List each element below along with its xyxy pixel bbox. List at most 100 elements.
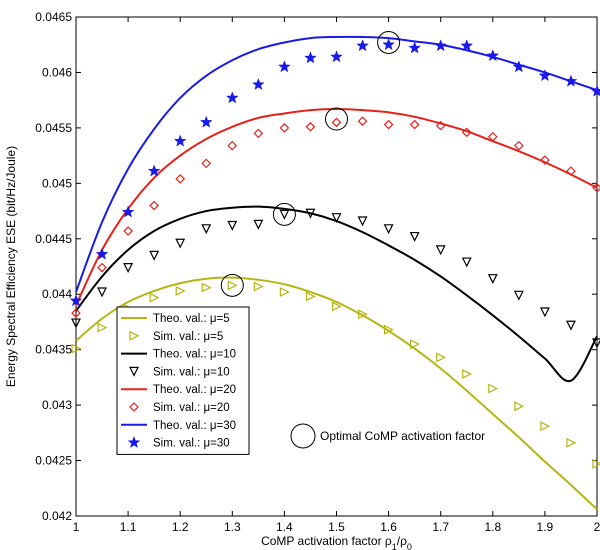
legend-label: Theo. val.: μ=10	[153, 349, 236, 361]
x-tick-label: 1.2	[172, 520, 189, 534]
series-sim-7	[69, 37, 600, 307]
x-tick-label: 1.9	[537, 520, 554, 534]
data-point	[487, 274, 498, 285]
series-sim-5	[71, 116, 600, 318]
data-point	[305, 121, 316, 132]
data-point	[175, 285, 186, 296]
data-point	[357, 216, 368, 227]
data-point	[147, 164, 161, 177]
data-point	[129, 402, 139, 412]
data-point	[278, 60, 291, 73]
data-point	[121, 205, 135, 218]
data-point	[95, 247, 109, 260]
data-point	[305, 291, 316, 302]
data-point	[434, 39, 448, 52]
annotation-text: Optimal CoMP activation factor	[320, 429, 485, 443]
legend-label: Sim. val.: μ=30	[153, 438, 230, 450]
data-point	[566, 166, 576, 176]
data-point	[435, 120, 446, 131]
x-axis-label-sub0: 0	[407, 542, 412, 550]
series-theory-0	[75, 276, 598, 511]
data-point	[127, 435, 141, 449]
x-tick-label: 1.3	[224, 520, 241, 534]
x-tick-label: 1.7	[432, 520, 449, 534]
data-point	[409, 119, 420, 130]
data-point	[564, 74, 578, 87]
y-tick-label: 0.045	[42, 176, 72, 190]
data-point	[97, 287, 108, 298]
data-point	[225, 91, 239, 104]
data-point	[199, 115, 213, 128]
legend-label: Theo. val.: μ=20	[153, 384, 236, 396]
x-tick-label: 2	[594, 520, 600, 534]
data-point	[97, 262, 107, 273]
legend-item: Theo. val.: μ=20	[121, 384, 236, 396]
data-point	[123, 226, 133, 236]
legend-item: Sim. val.: μ=5	[129, 330, 223, 343]
series-sim-3	[71, 208, 600, 349]
data-point	[461, 257, 472, 268]
y-tick-label: 0.0425	[35, 454, 72, 468]
data-point	[513, 290, 524, 301]
data-point	[279, 209, 290, 220]
data-point	[357, 116, 368, 127]
data-point	[331, 301, 342, 312]
data-point	[227, 280, 238, 291]
y-tick-label: 0.0465	[35, 10, 72, 24]
data-point	[383, 119, 394, 130]
y-tick-label: 0.0435	[35, 343, 72, 357]
data-point	[71, 343, 82, 354]
x-axis-label: CoMP activation factor ρ1/ρ0	[261, 534, 412, 550]
legend: Theo. val.: μ=5 Sim. val.: μ=5 Theo. val.:…	[116, 306, 250, 455]
data-point	[149, 250, 160, 261]
data-point	[331, 117, 342, 128]
data-point	[514, 401, 525, 412]
x-tick-label: 1.4	[276, 520, 293, 534]
data-point	[279, 123, 290, 133]
x-tick-label: 1.1	[120, 520, 137, 534]
x-axis-label-mid: /ρ	[397, 534, 407, 548]
x-tick-label: 1.5	[328, 520, 345, 534]
data-point	[512, 60, 526, 73]
y-tick-label: 0.044	[42, 287, 72, 301]
x-tick-label: 1	[73, 520, 80, 534]
series-line	[75, 108, 598, 306]
data-point	[384, 324, 394, 335]
data-point	[69, 294, 83, 307]
data-point	[253, 281, 264, 292]
annotation: Optimal CoMP activation factor	[290, 423, 485, 449]
legend-item: Sim. val.: μ=10	[129, 366, 230, 378]
data-point	[123, 263, 134, 273]
data-point	[129, 366, 139, 377]
data-point	[488, 383, 499, 394]
data-point	[409, 231, 420, 242]
data-point	[149, 292, 160, 303]
data-point	[408, 41, 422, 54]
x-axis-label-main: CoMP activation factor ρ	[261, 534, 392, 548]
series-theory-4	[75, 108, 598, 306]
data-point	[253, 219, 264, 230]
data-point	[538, 69, 552, 82]
legend-box	[116, 306, 250, 455]
data-point	[129, 330, 140, 341]
data-point	[461, 127, 472, 138]
data-point	[71, 318, 81, 329]
data-point	[251, 77, 265, 91]
y-tick-label: 0.0455	[35, 121, 72, 135]
annotation-circle-marker	[290, 423, 316, 449]
data-point	[175, 238, 186, 249]
data-point	[201, 224, 212, 235]
data-point	[539, 307, 550, 318]
data-point	[592, 338, 600, 349]
series-sim-1	[71, 280, 600, 469]
legend-label: Sim. val.: μ=10	[153, 366, 230, 378]
legend-item: Theo. val.: μ=10	[121, 349, 236, 361]
y-tick-label: 0.046	[42, 65, 72, 79]
data-point	[304, 51, 317, 64]
data-point	[514, 140, 524, 151]
data-point	[592, 458, 600, 469]
data-point	[279, 287, 290, 297]
legend-label: Sim. val.: μ=5	[153, 331, 223, 343]
y-axis-label: Energy Spectral Efficiency ESE (bit/Hz/J…	[4, 146, 18, 387]
